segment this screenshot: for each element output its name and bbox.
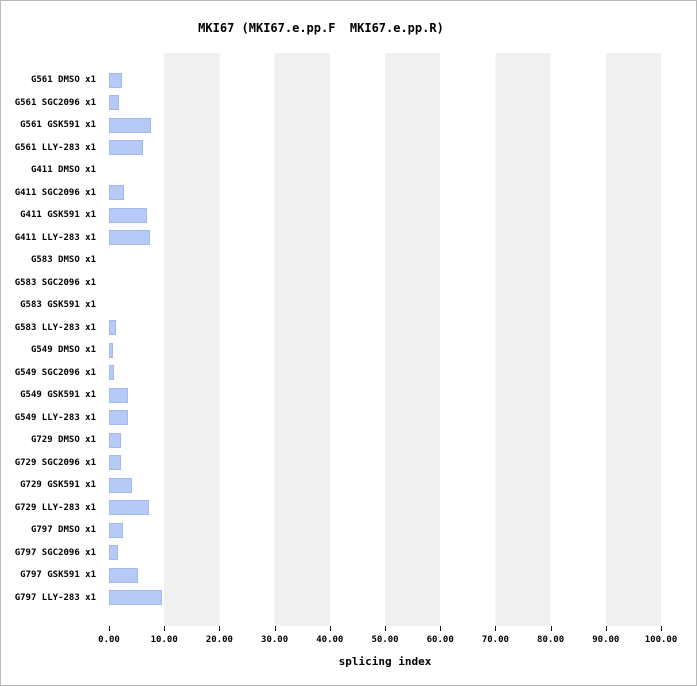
tick-label: 70.00 bbox=[481, 635, 509, 645]
bar-row bbox=[109, 204, 661, 227]
y-axis-label: G549 DMSO x1 bbox=[30, 345, 96, 356]
bar-row bbox=[109, 564, 661, 587]
bar bbox=[109, 455, 122, 471]
y-axis-label: G561 SGC2096 x1 bbox=[14, 97, 96, 108]
chart-title: MKI67 (MKI67.e.pp.F MKI67.e.pp.R) bbox=[198, 21, 444, 35]
bar bbox=[109, 500, 149, 516]
y-axis-label: G729 SGC2096 x1 bbox=[14, 457, 96, 468]
bar bbox=[109, 95, 119, 111]
bar-row bbox=[109, 474, 661, 497]
tick-label: 20.00 bbox=[205, 635, 233, 645]
tick-mark bbox=[605, 626, 607, 631]
bar bbox=[109, 365, 114, 381]
tick-mark bbox=[274, 626, 276, 631]
bar-row bbox=[109, 69, 661, 92]
bar-row bbox=[109, 339, 661, 362]
bar-row bbox=[109, 384, 661, 407]
x-axis-title: splicing index bbox=[338, 655, 432, 668]
tick-mark bbox=[440, 626, 442, 631]
tick-label: 30.00 bbox=[261, 635, 289, 645]
y-axis-label: G549 SGC2096 x1 bbox=[14, 367, 96, 378]
bar bbox=[109, 477, 133, 493]
tick-label: 90.00 bbox=[592, 635, 620, 645]
bar bbox=[109, 230, 151, 246]
bar-row bbox=[109, 429, 661, 452]
bar bbox=[109, 72, 122, 88]
tick-mark bbox=[550, 626, 552, 631]
tick-mark bbox=[329, 626, 331, 631]
chart-area: G561 DMSO x1 G561 SGC2096 x1 G561 GSK591 x… bbox=[9, 53, 661, 626]
tick-mark bbox=[495, 626, 497, 631]
y-axis-label: G729 DMSO x1 bbox=[30, 435, 96, 446]
y-axis-label: G561 LLY-283 x1 bbox=[14, 142, 96, 153]
plot-area bbox=[109, 53, 661, 626]
y-axis-label: G729 LLY-283 x1 bbox=[14, 502, 96, 513]
x-axis: 0.00 10.00 20.00 30.00 40.00 50.00 60.00 70.00 8… bbox=[98, 626, 677, 666]
bar bbox=[109, 117, 151, 133]
tick-label: 40.00 bbox=[316, 635, 344, 645]
plot-rows bbox=[109, 69, 661, 609]
bar-row bbox=[109, 587, 661, 610]
bar-row bbox=[109, 92, 661, 115]
bar bbox=[109, 567, 139, 583]
y-axis-label: G411 SGC2096 x1 bbox=[14, 187, 96, 198]
tick-label: 10.00 bbox=[150, 635, 178, 645]
tick-label: 0.00 bbox=[98, 635, 120, 645]
y-axis-label: G797 LLY-283 x1 bbox=[14, 592, 96, 603]
bar-row bbox=[109, 317, 661, 340]
bar bbox=[109, 185, 124, 201]
bar-row bbox=[109, 137, 661, 160]
y-axis-label: G411 LLY-283 x1 bbox=[14, 232, 96, 243]
y-axis-label: G797 DMSO x1 bbox=[30, 525, 96, 536]
bar-row bbox=[109, 497, 661, 520]
y-axis-label: G583 GSK591 x1 bbox=[20, 300, 96, 311]
bar-row bbox=[109, 519, 661, 542]
bar-row bbox=[109, 227, 661, 250]
tick-mark bbox=[661, 626, 662, 631]
bar-row bbox=[109, 114, 661, 137]
tick-mark bbox=[109, 626, 110, 631]
y-axis-label: G549 GSK591 x1 bbox=[20, 390, 96, 401]
y-axis-label: G583 DMSO x1 bbox=[30, 255, 96, 266]
y-axis-label: G411 GSK591 x1 bbox=[20, 210, 96, 221]
bar-row bbox=[109, 249, 661, 272]
bar bbox=[109, 207, 148, 223]
bar bbox=[109, 320, 117, 336]
bar bbox=[109, 590, 162, 606]
bar bbox=[109, 342, 114, 358]
y-axis-label: G411 DMSO x1 bbox=[30, 165, 96, 176]
bar-row bbox=[109, 362, 661, 385]
bar bbox=[109, 522, 124, 538]
tick-label: 50.00 bbox=[371, 635, 399, 645]
y-axis-labels: G561 DMSO x1 G561 SGC2096 x1 G561 GSK591 x… bbox=[9, 53, 109, 626]
bar-row bbox=[109, 407, 661, 430]
bar-row bbox=[109, 182, 661, 205]
y-axis-label: G729 GSK591 x1 bbox=[20, 480, 96, 491]
y-axis-label: G583 LLY-283 x1 bbox=[14, 322, 96, 333]
bar bbox=[109, 387, 128, 403]
bar-row bbox=[109, 452, 661, 475]
y-axis-label: G561 DMSO x1 bbox=[30, 75, 96, 86]
bar bbox=[109, 545, 118, 561]
y-axis-label: G549 LLY-283 x1 bbox=[14, 412, 96, 423]
tick-label: 80.00 bbox=[537, 635, 565, 645]
tick-mark bbox=[164, 626, 166, 631]
bar bbox=[109, 140, 144, 156]
tick-mark bbox=[219, 626, 221, 631]
tick-label: 60.00 bbox=[426, 635, 454, 645]
bar-row bbox=[109, 294, 661, 317]
bar bbox=[109, 410, 129, 426]
y-axis-label: G583 SGC2096 x1 bbox=[14, 277, 96, 288]
tick-label: 100.00 bbox=[644, 635, 678, 645]
y-axis-label: G797 GSK591 x1 bbox=[20, 570, 96, 581]
tick-mark bbox=[385, 626, 386, 631]
bar-row bbox=[109, 159, 661, 182]
bar-row bbox=[109, 272, 661, 295]
y-axis-label: G797 SGC2096 x1 bbox=[14, 547, 96, 558]
y-axis-label: G561 GSK591 x1 bbox=[20, 120, 96, 131]
bar-row bbox=[109, 542, 661, 565]
bar bbox=[109, 432, 122, 448]
